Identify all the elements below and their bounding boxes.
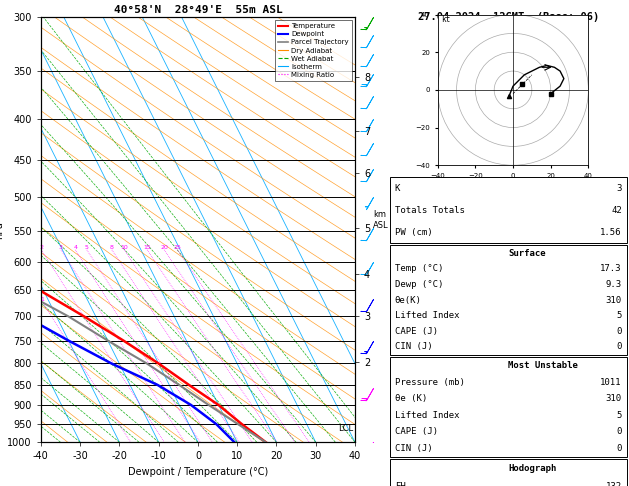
Text: 5: 5 xyxy=(85,245,89,250)
Text: K: K xyxy=(395,184,400,193)
Text: θe (K): θe (K) xyxy=(395,394,427,403)
Text: 0: 0 xyxy=(616,343,622,351)
Text: Lifted Index: Lifted Index xyxy=(395,311,459,320)
Text: 10: 10 xyxy=(120,245,128,250)
Text: 0: 0 xyxy=(616,427,622,436)
Text: Most Unstable: Most Unstable xyxy=(508,361,578,370)
Text: 25: 25 xyxy=(174,245,182,250)
Text: CAPE (J): CAPE (J) xyxy=(395,427,438,436)
Text: CAPE (J): CAPE (J) xyxy=(395,327,438,336)
Text: 3: 3 xyxy=(59,245,63,250)
Y-axis label: km
ASL: km ASL xyxy=(373,210,389,230)
Legend: Temperature, Dewpoint, Parcel Trajectory, Dry Adiabat, Wet Adiabat, Isotherm, Mi: Temperature, Dewpoint, Parcel Trajectory… xyxy=(275,20,352,81)
Text: 42: 42 xyxy=(611,206,622,215)
Text: 1011: 1011 xyxy=(600,378,622,387)
Text: 27.04.2024  12GMT  (Base: 06): 27.04.2024 12GMT (Base: 06) xyxy=(418,12,599,22)
Text: 3: 3 xyxy=(616,184,622,193)
Text: CIN (J): CIN (J) xyxy=(395,444,432,453)
Text: θe(K): θe(K) xyxy=(395,295,421,305)
Title: 40°58'N  28°49'E  55m ASL: 40°58'N 28°49'E 55m ASL xyxy=(114,5,282,15)
Text: LCL: LCL xyxy=(338,424,353,434)
Text: 1.56: 1.56 xyxy=(600,227,622,237)
Text: Surface: Surface xyxy=(508,249,546,258)
Text: 0: 0 xyxy=(616,327,622,336)
Text: 17.3: 17.3 xyxy=(600,264,622,273)
Text: 310: 310 xyxy=(606,295,622,305)
Text: CIN (J): CIN (J) xyxy=(395,343,432,351)
X-axis label: Dewpoint / Temperature (°C): Dewpoint / Temperature (°C) xyxy=(128,467,268,477)
Text: 15: 15 xyxy=(143,245,151,250)
Text: Pressure (mb): Pressure (mb) xyxy=(395,378,465,387)
Text: 8: 8 xyxy=(110,245,114,250)
Text: EH: EH xyxy=(395,482,406,486)
Text: 310: 310 xyxy=(606,394,622,403)
Text: Temp (°C): Temp (°C) xyxy=(395,264,443,273)
Text: Dewp (°C): Dewp (°C) xyxy=(395,280,443,289)
Text: 5: 5 xyxy=(616,311,622,320)
Text: 20: 20 xyxy=(160,245,168,250)
Text: 2: 2 xyxy=(40,245,43,250)
Text: Hodograph: Hodograph xyxy=(508,464,557,473)
Text: 9.3: 9.3 xyxy=(606,280,622,289)
Text: Lifted Index: Lifted Index xyxy=(395,411,459,420)
Text: 132: 132 xyxy=(606,482,622,486)
Y-axis label: hPa: hPa xyxy=(0,221,4,239)
Text: 5: 5 xyxy=(616,411,622,420)
Text: Totals Totals: Totals Totals xyxy=(395,206,465,215)
Text: 0: 0 xyxy=(616,444,622,453)
Text: 4: 4 xyxy=(74,245,77,250)
Text: 1: 1 xyxy=(40,297,45,302)
Text: PW (cm): PW (cm) xyxy=(395,227,432,237)
